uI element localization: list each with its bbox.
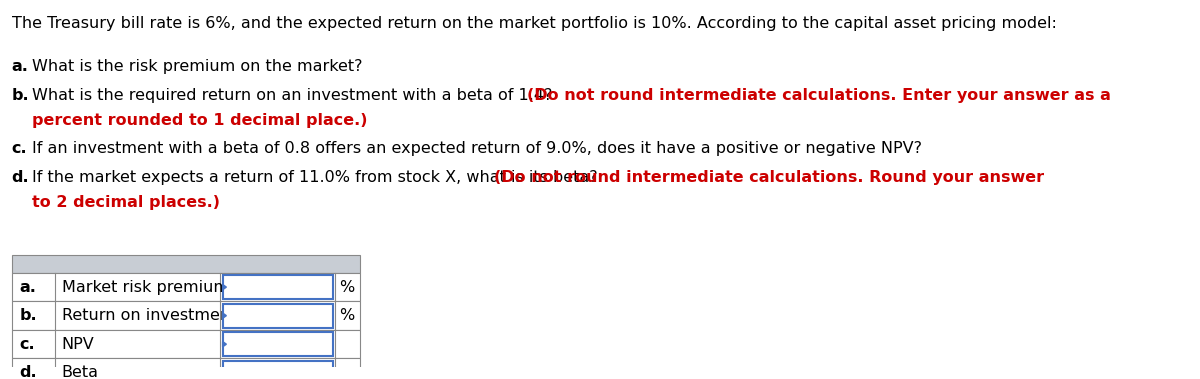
Text: b.: b.: [19, 308, 37, 323]
Text: NPV: NPV: [62, 337, 95, 352]
Text: Market risk premium: Market risk premium: [62, 280, 229, 294]
Text: c.: c.: [19, 337, 35, 352]
Text: percent rounded to 1 decimal place.): percent rounded to 1 decimal place.): [32, 113, 367, 127]
Text: Return on investment: Return on investment: [62, 308, 236, 323]
Text: %: %: [340, 280, 355, 294]
Text: c.: c.: [12, 141, 28, 156]
Text: What is the required return on an investment with a beta of 1.4?: What is the required return on an invest…: [32, 88, 558, 103]
Text: b.: b.: [12, 88, 29, 103]
Text: d.: d.: [12, 170, 29, 185]
Bar: [223, 332, 332, 356]
Text: d.: d.: [19, 365, 37, 379]
Bar: [12, 255, 360, 273]
Polygon shape: [223, 313, 227, 318]
Text: (Do not round intermediate calculations. Round your answer: (Do not round intermediate calculations.…: [493, 170, 1044, 185]
Bar: [12, 330, 360, 359]
Polygon shape: [223, 285, 227, 290]
Polygon shape: [223, 341, 227, 347]
Text: a.: a.: [12, 59, 29, 74]
Bar: [223, 361, 332, 379]
Polygon shape: [223, 370, 227, 375]
Bar: [12, 301, 360, 330]
Bar: [223, 304, 332, 327]
Text: What is the risk premium on the market?: What is the risk premium on the market?: [32, 59, 362, 74]
Text: (Do not round intermediate calculations. Enter your answer as a: (Do not round intermediate calculations.…: [527, 88, 1111, 103]
Text: Beta: Beta: [62, 365, 98, 379]
Bar: [12, 273, 360, 301]
Text: to 2 decimal places.): to 2 decimal places.): [32, 194, 221, 210]
Bar: [223, 275, 332, 299]
Text: The Treasury bill rate is 6%, and the expected return on the market portfolio is: The Treasury bill rate is 6%, and the ex…: [12, 16, 1056, 31]
Text: If the market expects a return of 11.0% from stock X, what is its beta?: If the market expects a return of 11.0% …: [32, 170, 604, 185]
Text: If an investment with a beta of 0.8 offers an expected return of 9.0%, does it h: If an investment with a beta of 0.8 offe…: [32, 141, 923, 156]
Text: %: %: [340, 308, 355, 323]
Bar: [12, 359, 360, 379]
Text: a.: a.: [19, 280, 36, 294]
